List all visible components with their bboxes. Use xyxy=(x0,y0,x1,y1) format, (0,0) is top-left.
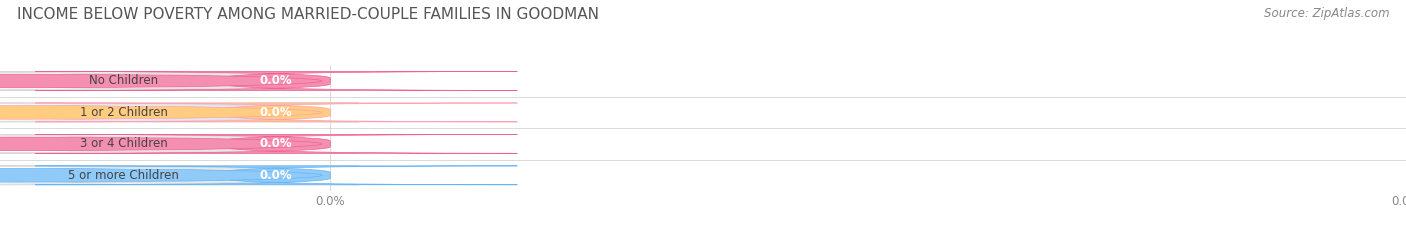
Circle shape xyxy=(0,106,322,119)
FancyBboxPatch shape xyxy=(35,72,517,90)
FancyBboxPatch shape xyxy=(0,104,321,121)
Text: 5 or more Children: 5 or more Children xyxy=(69,169,179,182)
FancyBboxPatch shape xyxy=(35,134,517,153)
Text: 0.0%: 0.0% xyxy=(260,169,292,182)
Text: 0.0%: 0.0% xyxy=(260,137,292,150)
FancyBboxPatch shape xyxy=(0,103,359,122)
Circle shape xyxy=(0,137,322,151)
Text: 0.0%: 0.0% xyxy=(260,106,292,119)
Circle shape xyxy=(0,168,322,182)
FancyBboxPatch shape xyxy=(0,135,321,153)
Text: Source: ZipAtlas.com: Source: ZipAtlas.com xyxy=(1264,7,1389,20)
FancyBboxPatch shape xyxy=(0,72,321,90)
FancyBboxPatch shape xyxy=(35,166,517,185)
Text: 1 or 2 Children: 1 or 2 Children xyxy=(80,106,167,119)
FancyBboxPatch shape xyxy=(0,167,321,184)
FancyBboxPatch shape xyxy=(0,166,359,185)
Circle shape xyxy=(0,74,322,88)
FancyBboxPatch shape xyxy=(35,103,517,122)
Text: 3 or 4 Children: 3 or 4 Children xyxy=(80,137,167,150)
Text: No Children: No Children xyxy=(89,75,159,87)
Text: INCOME BELOW POVERTY AMONG MARRIED-COUPLE FAMILIES IN GOODMAN: INCOME BELOW POVERTY AMONG MARRIED-COUPL… xyxy=(17,7,599,22)
Text: 0.0%: 0.0% xyxy=(260,75,292,87)
FancyBboxPatch shape xyxy=(0,134,359,153)
FancyBboxPatch shape xyxy=(0,72,359,90)
